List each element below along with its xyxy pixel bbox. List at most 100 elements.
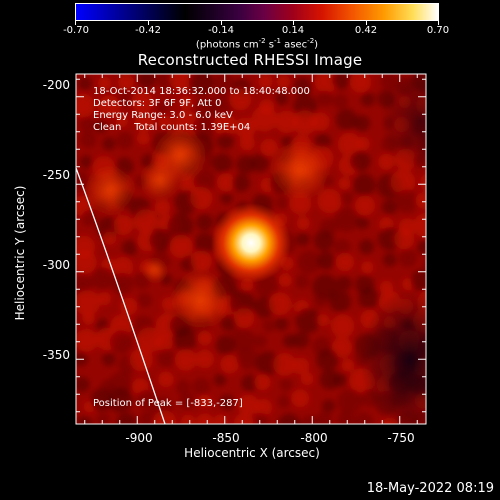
image-texture-blob — [254, 374, 271, 391]
image-texture-blob — [195, 349, 215, 369]
y-tick-label: -200 — [42, 78, 70, 92]
y-tick-label: -250 — [42, 168, 70, 182]
image-texture-blob — [109, 330, 133, 354]
image-texture-blob — [254, 412, 269, 424]
image-texture-blob — [120, 297, 138, 315]
image-texture-blob — [213, 113, 237, 137]
image-texture-blob — [180, 414, 196, 424]
image-texture-blob — [157, 348, 177, 368]
x-axis-label: Heliocentric X (arcsec) — [184, 446, 320, 460]
image-texture-blob — [192, 377, 211, 396]
image-texture-blob — [149, 228, 173, 252]
image-texture-blob — [134, 111, 155, 132]
image-texture-blob — [321, 399, 336, 413]
image-texture-blob — [333, 207, 359, 232]
emission-region — [170, 270, 230, 330]
image-texture-blob — [220, 314, 238, 332]
colorbar-tick — [75, 20, 76, 25]
image-texture-blob — [175, 379, 191, 395]
image-texture-blob — [96, 413, 111, 424]
image-texture-blob — [76, 93, 95, 118]
image-texture-blob — [97, 291, 112, 306]
image-texture-blob — [291, 389, 310, 408]
image-texture-blob — [296, 216, 310, 230]
image-texture-blob — [76, 328, 98, 352]
image-texture-blob — [262, 319, 276, 333]
image-texture-blob — [212, 153, 233, 174]
image-texture-blob — [188, 74, 214, 96]
image-texture-blob — [90, 388, 114, 412]
colorbar-tick — [221, 20, 222, 25]
image-texture-blob — [158, 115, 173, 130]
image-texture-blob — [76, 416, 93, 424]
image-texture-blob — [79, 131, 97, 149]
x-tick-label: -750 — [387, 431, 415, 445]
image-texture-blob — [394, 229, 415, 250]
image-texture-blob — [260, 138, 278, 157]
image-texture-blob — [237, 394, 259, 416]
image-texture-blob — [313, 293, 328, 308]
image-texture-blob — [241, 374, 259, 392]
image-texture-blob — [213, 373, 227, 387]
image-texture-blob — [94, 120, 108, 134]
image-texture-blob — [239, 135, 255, 151]
image-texture-blob — [319, 369, 340, 390]
image-texture-blob — [250, 153, 270, 173]
image-texture-blob — [337, 410, 355, 424]
colorbar-tick — [293, 20, 294, 25]
image-texture-blob — [76, 274, 93, 295]
image-texture-blob — [292, 357, 310, 375]
image-texture-blob — [98, 95, 121, 118]
image-texture-blob — [233, 413, 254, 424]
image-texture-blob — [139, 410, 157, 424]
image-texture-blob — [169, 234, 193, 259]
image-texture-blob — [216, 132, 234, 150]
image-texture-blob — [137, 292, 153, 308]
image-texture-blob — [337, 388, 363, 414]
image-texture-blob — [353, 411, 374, 424]
x-tick-label: -800 — [300, 431, 328, 445]
image-texture-blob — [359, 239, 375, 255]
image-texture-blob — [255, 351, 281, 376]
image-texture-blob — [314, 133, 332, 150]
image-texture-blob — [354, 195, 376, 216]
image-texture-blob — [253, 334, 268, 349]
image-texture-blob — [136, 327, 162, 353]
image-texture-blob — [313, 230, 335, 251]
image-texture-blob — [332, 74, 351, 90]
image-texture-blob — [355, 136, 370, 151]
solar-image — [76, 74, 426, 424]
image-texture-blob — [220, 191, 233, 205]
image-texture-blob — [277, 413, 301, 424]
image-texture-blob — [294, 274, 310, 289]
image-texture-blob — [155, 334, 173, 352]
image-texture-blob — [78, 76, 92, 91]
date-stamp: 18-May-2022 08:19 — [366, 481, 494, 496]
image-texture-blob — [382, 252, 397, 267]
image-texture-blob — [395, 189, 419, 213]
image-texture-blob — [410, 269, 426, 292]
image-texture-blob — [296, 232, 310, 247]
image-texture-blob — [79, 116, 96, 133]
image-texture-blob — [333, 238, 351, 256]
image-texture-blob — [277, 394, 292, 409]
image-texture-blob — [137, 74, 157, 89]
colorbar-units-label: (photons cm-2 s-1 asec-2) — [195, 37, 319, 51]
emission-region — [143, 258, 167, 282]
image-texture-blob — [275, 91, 289, 105]
image-texture-blob — [179, 95, 193, 110]
image-texture-blob — [190, 250, 212, 272]
image-texture-blob — [107, 387, 133, 413]
image-texture-blob — [258, 74, 273, 89]
image-texture-blob — [113, 215, 134, 235]
y-tick-label: -300 — [42, 258, 70, 272]
image-texture-blob — [91, 267, 115, 290]
image-texture-blob — [295, 307, 321, 334]
image-texture-blob — [340, 191, 354, 206]
image-texture-blob — [268, 292, 292, 316]
image-texture-blob — [422, 259, 426, 272]
image-texture-blob — [273, 352, 296, 376]
image-texture-blob — [129, 348, 153, 372]
image-texture-blob — [300, 415, 320, 424]
